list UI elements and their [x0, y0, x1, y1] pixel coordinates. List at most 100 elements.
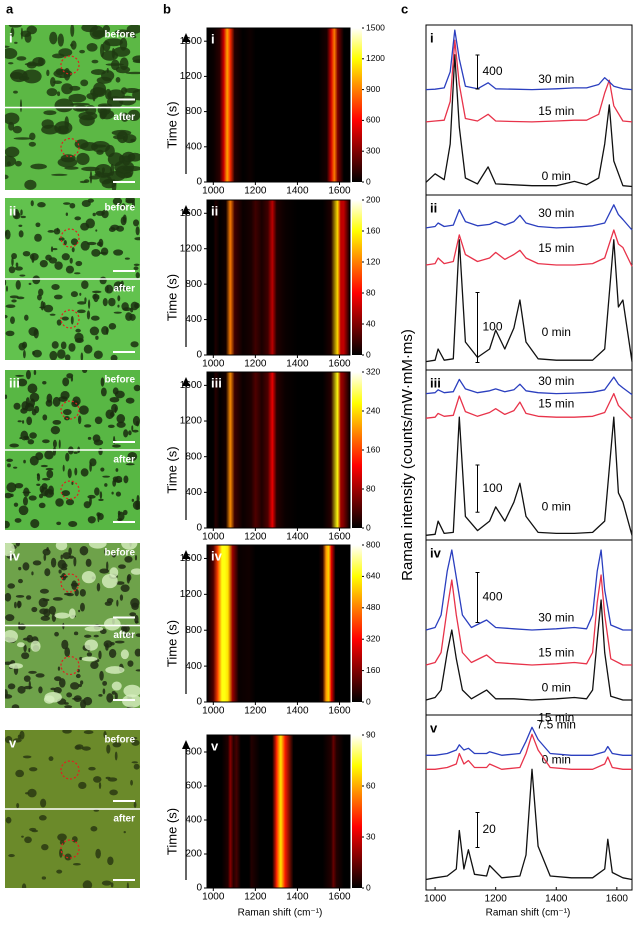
heatmap-cell [215, 372, 220, 528]
heatmap-cell [310, 545, 319, 702]
heatmap-cell [267, 372, 273, 528]
colorbar-tick-label: 200 [366, 194, 380, 204]
time-arrow-head [182, 33, 190, 42]
row-label: v [9, 735, 17, 750]
dark-patch [115, 581, 125, 585]
dark-patch [66, 692, 73, 698]
dark-patch [28, 327, 39, 336]
dark-patch [64, 853, 72, 861]
heatmap-cell [234, 372, 244, 528]
dark-patch [104, 601, 113, 606]
dark-patch [40, 615, 51, 621]
heatmap-cell [333, 735, 337, 888]
dark-patch [103, 731, 107, 739]
dark-patch [74, 272, 81, 275]
heatmap-cell [284, 200, 298, 355]
dark-patch [32, 275, 41, 285]
series-label: 0 min [542, 681, 571, 695]
dark-patch [39, 259, 48, 268]
heatmap-cell [242, 28, 251, 182]
dark-patch [59, 848, 63, 858]
dark-patch [62, 464, 65, 472]
heatmap-cell [255, 200, 262, 355]
spectra-frame [425, 714, 633, 891]
dark-patch [87, 494, 96, 499]
heatmap-cell [250, 28, 256, 182]
dark-patch [60, 341, 67, 350]
dark-patch [94, 416, 103, 425]
row-label: iv [430, 545, 442, 560]
y-tick-label: 1200 [180, 416, 203, 427]
dark-patch [60, 554, 63, 560]
dark-patch [123, 633, 133, 637]
dark-patch [75, 328, 81, 333]
colorbar-tick-label: 0 [366, 176, 371, 186]
dark-patch [101, 880, 112, 886]
y-tick-label: 400 [185, 314, 202, 325]
heatmap-cell [255, 28, 269, 182]
heatmap-cell [334, 28, 338, 182]
dark-patch [78, 405, 89, 415]
colorbar [352, 28, 362, 182]
heatmap-cell [272, 735, 277, 888]
colorbar-tick-label: 0 [366, 522, 371, 532]
dark-patch [127, 109, 140, 122]
dark-patch [30, 163, 47, 170]
spectrum [425, 39, 633, 123]
dark-patch [68, 343, 76, 352]
dark-patch [49, 350, 58, 360]
bright-patch [111, 681, 122, 691]
scale-bar-label: 400 [483, 590, 503, 604]
dark-patch [67, 468, 72, 479]
dark-patch [50, 557, 57, 568]
dark-patch [15, 769, 25, 778]
dark-patch [110, 354, 118, 360]
dark-patch [93, 776, 102, 783]
dark-patch [80, 79, 89, 87]
dark-patch [92, 212, 96, 217]
spectrum [425, 54, 633, 188]
dark-patch [102, 297, 108, 307]
bright-patch [55, 543, 68, 551]
dark-patch [64, 647, 71, 657]
dark-patch [84, 297, 87, 303]
dark-patch [131, 498, 135, 502]
y-tick-label: 0 [196, 350, 202, 361]
dark-patch [21, 401, 29, 411]
dark-patch [82, 880, 93, 888]
dark-patch [68, 521, 78, 528]
heatmap-cell [280, 735, 286, 888]
dark-patch [66, 373, 74, 379]
dark-patch [127, 660, 134, 667]
dark-patch [134, 302, 140, 309]
dark-patch [92, 434, 101, 443]
x-tick-label: 1400 [286, 532, 309, 543]
bright-patch [44, 691, 62, 703]
colorbar-tick-label: 900 [366, 84, 380, 94]
colorbar-tick-label: 300 [366, 145, 380, 155]
dark-patch [58, 396, 68, 402]
dark-patch [24, 179, 37, 190]
dark-patch [38, 686, 43, 694]
spectrum [425, 574, 632, 666]
heatmap-cell [219, 372, 227, 528]
heatmap-cell [335, 545, 344, 702]
dark-patch [30, 200, 34, 207]
heatmap-cell [340, 200, 344, 355]
bright-patch [84, 626, 104, 632]
panel-label: c [401, 1, 408, 16]
dark-patch [14, 266, 23, 271]
dark-patch [56, 521, 62, 526]
dark-patch [72, 862, 81, 866]
dark-patch [35, 222, 41, 228]
dark-patch [28, 647, 31, 653]
dark-patch [27, 383, 38, 394]
dark-patch [47, 230, 55, 233]
heatmap-cell [337, 28, 344, 182]
dark-patch [98, 693, 103, 697]
y-tick-label: 0 [196, 177, 202, 188]
dark-patch [78, 609, 81, 613]
dark-patch [116, 421, 126, 428]
y-tick-label: 0 [196, 697, 202, 708]
dark-patch [111, 403, 118, 413]
